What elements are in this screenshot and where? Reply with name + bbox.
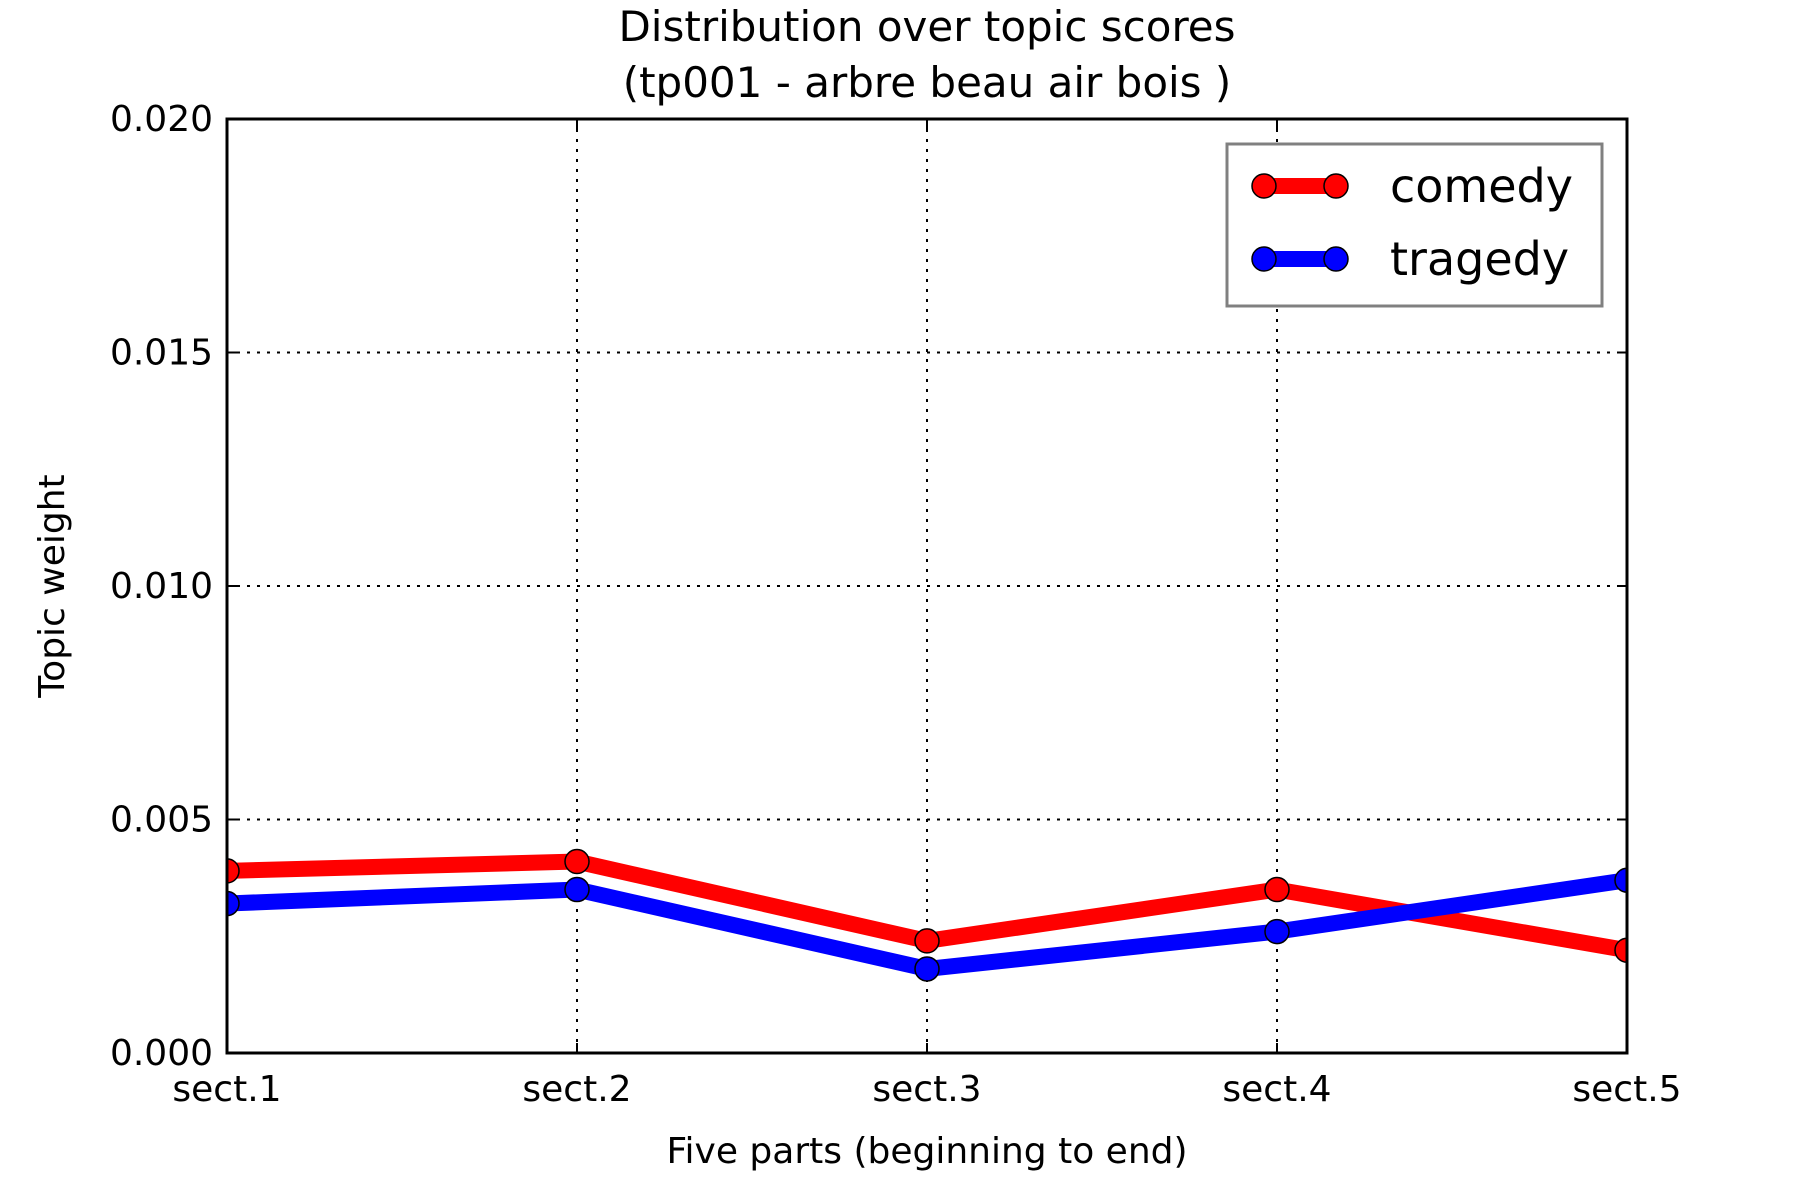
chart-title: Distribution over topic scores: [618, 2, 1235, 51]
legend-tragedy-marker: [1251, 246, 1277, 272]
legend-comedy-label: comedy: [1390, 159, 1573, 213]
y-tick-label: 0.005: [110, 800, 213, 841]
legend-comedy-marker: [1251, 173, 1277, 199]
y-tick-label: 0.010: [110, 566, 213, 607]
y-tick-label: 0.015: [110, 333, 213, 374]
y-axis-label: Topic weight: [32, 474, 73, 698]
y-tick-label: 0.020: [110, 99, 213, 140]
legend-comedy-marker: [1323, 173, 1349, 199]
x-axis-label: Five parts (beginning to end): [666, 1131, 1187, 1172]
comedy-data-point: [564, 848, 590, 875]
comedy-data-point: [1264, 876, 1290, 903]
x-tick-label: sect.2: [522, 1069, 631, 1110]
legend-tragedy-label: tragedy: [1390, 232, 1569, 286]
tragedy-data-point: [1614, 867, 1627, 893]
legend-box: [1225, 142, 1604, 308]
comedy-data-point: [914, 928, 940, 954]
comedy-data-point: [1614, 937, 1627, 964]
x-tick-label: sect.5: [1572, 1069, 1681, 1110]
tragedy-data-point: [564, 876, 590, 903]
tragedy-series-line: [227, 872, 1627, 978]
axis-ticks: sect.1 sect.2 sect.3 sect.4 sect.5 0.000 0.005…: [110, 99, 1682, 1110]
plot-series: [227, 848, 1627, 982]
x-tick-label: sect.1: [172, 1069, 281, 1110]
tragedy-data-point: [914, 956, 940, 982]
tragedy-data-point: [1264, 918, 1290, 945]
y-tick-label: 0.000: [110, 1033, 213, 1074]
tragedy-data-point: [227, 890, 240, 917]
legend-tragedy-marker: [1323, 246, 1349, 272]
comedy-data-point: [227, 858, 240, 884]
x-tick-label: sect.3: [872, 1069, 981, 1110]
chart-subtitle: (tp001 - arbre beau air bois ): [623, 58, 1232, 107]
x-tick-label: sect.4: [1222, 1069, 1331, 1110]
chart-legend: comedy tragedy: [1225, 142, 1604, 308]
grid-lines: [227, 119, 1627, 1053]
